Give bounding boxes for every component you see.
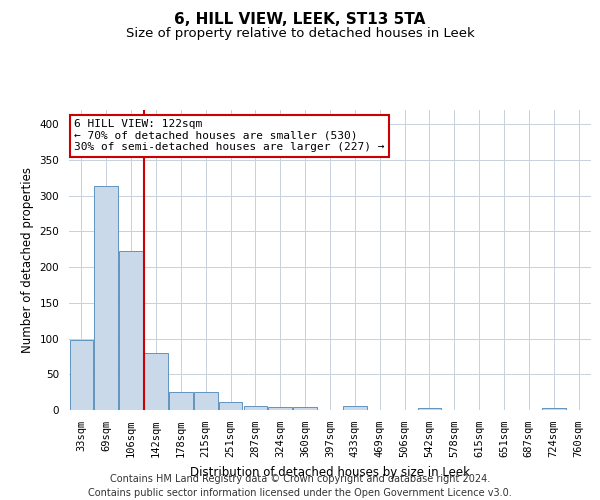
Bar: [94, 186, 118, 410]
Bar: [70, 340, 93, 410]
X-axis label: Distribution of detached houses by size in Leek: Distribution of detached houses by size …: [190, 466, 470, 478]
Bar: [144, 353, 168, 410]
Bar: [219, 402, 242, 410]
Bar: [119, 252, 143, 410]
Bar: [418, 408, 441, 410]
Bar: [169, 392, 193, 410]
Text: Contains HM Land Registry data © Crown copyright and database right 2024.
Contai: Contains HM Land Registry data © Crown c…: [88, 474, 512, 498]
Text: 6 HILL VIEW: 122sqm
← 70% of detached houses are smaller (530)
30% of semi-detac: 6 HILL VIEW: 122sqm ← 70% of detached ho…: [74, 119, 385, 152]
Text: Size of property relative to detached houses in Leek: Size of property relative to detached ho…: [125, 28, 475, 40]
Bar: [293, 407, 317, 410]
Bar: [244, 406, 267, 410]
Bar: [268, 407, 292, 410]
Bar: [542, 408, 566, 410]
Y-axis label: Number of detached properties: Number of detached properties: [21, 167, 34, 353]
Text: 6, HILL VIEW, LEEK, ST13 5TA: 6, HILL VIEW, LEEK, ST13 5TA: [175, 12, 425, 28]
Bar: [194, 392, 218, 410]
Bar: [343, 406, 367, 410]
